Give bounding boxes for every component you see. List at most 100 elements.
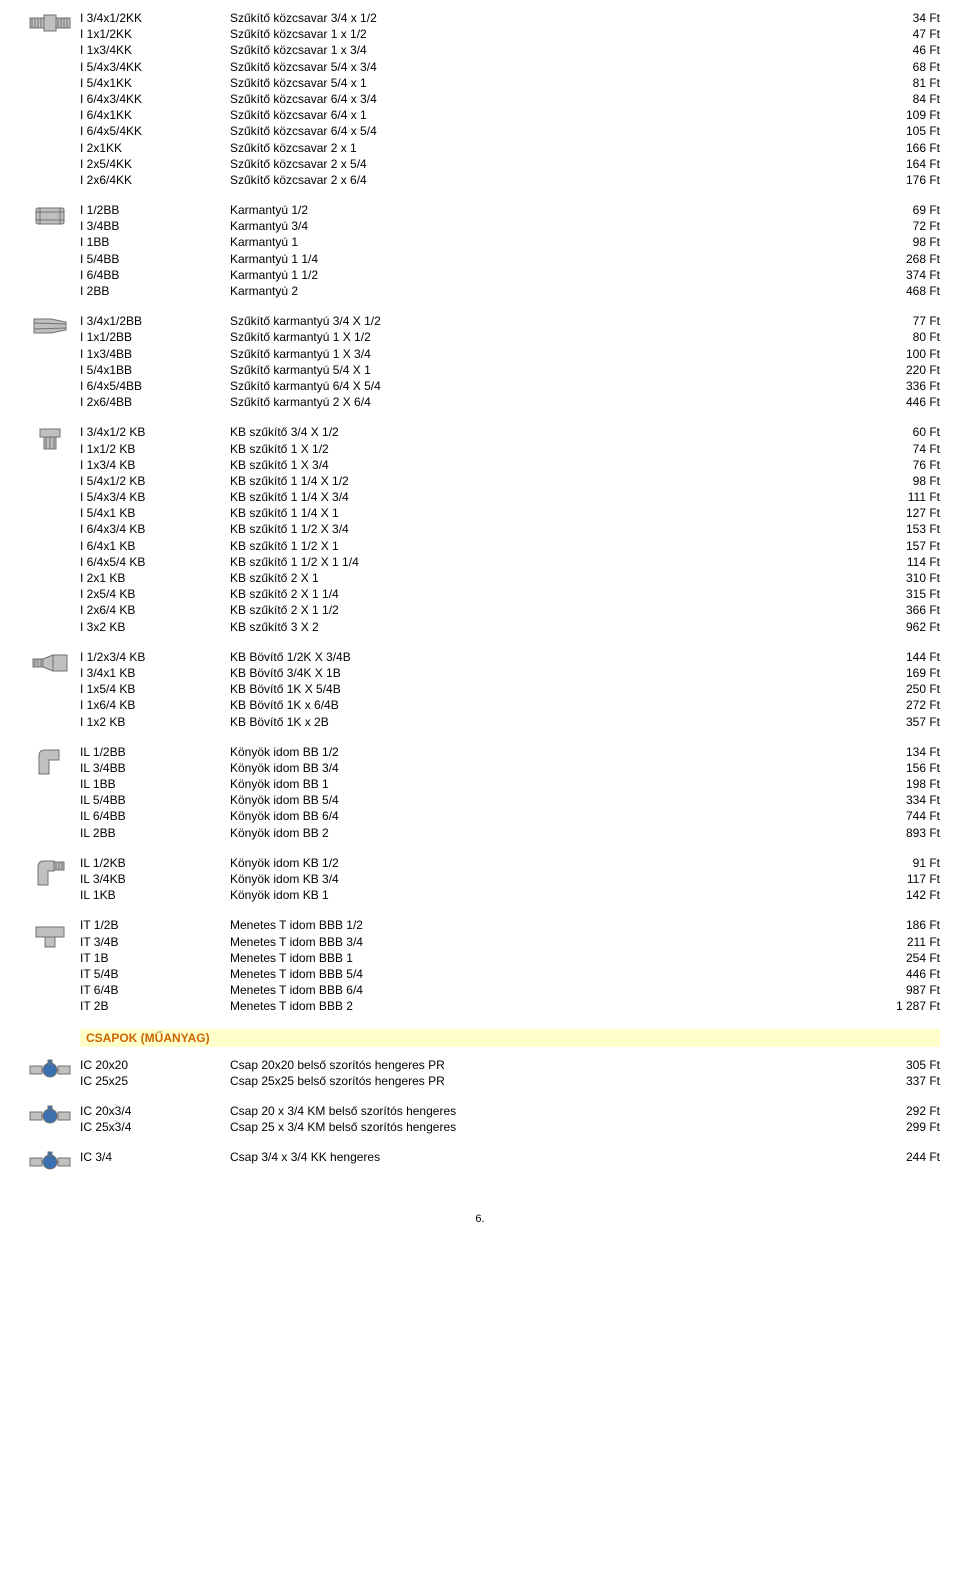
product-description: KB Bövítő 1/2K X 3/4B [230,649,860,665]
product-description: Szűkítő karmantyú 2 X 6/4 [230,394,860,410]
product-price: 446 Ft [860,966,940,982]
product-price: 72 Ft [860,218,940,234]
product-price: 169 Ft [860,665,940,681]
product-code: I 2x1 KB [80,570,230,586]
product-group: IC 20x20Csap 20x20 belső szorítós henger… [20,1057,940,1089]
product-code: I 5/4x3/4KK [80,59,230,75]
product-code: IC 25x25 [80,1073,230,1089]
product-price: 268 Ft [860,251,940,267]
product-code: I 1x1/2KK [80,26,230,42]
table-row: IT 5/4BMenetes T idom BBB 5/4446 Ft [80,966,940,982]
product-group: I 1/2BBKarmantyú 1/269 FtI 3/4BBKarmanty… [20,202,940,299]
group-table: IT 1/2BMenetes T idom BBB 1/2186 FtIT 3/… [80,917,940,1014]
hex-nipple-icon [28,12,72,34]
product-code: IL 1/2BB [80,744,230,760]
product-description: Menetes T idom BBB 3/4 [230,934,860,950]
product-description: Szűkítő karmantyú 5/4 X 1 [230,362,860,378]
product-price: 198 Ft [860,776,940,792]
product-group: I 1/2x3/4 KBKB Bövítő 1/2K X 3/4B144 FtI… [20,649,940,730]
product-price: 105 Ft [860,123,940,139]
table-row: I 2x1KKSzűkítő közcsavar 2 x 1166 Ft [80,140,940,156]
product-description: Karmantyú 1 1/4 [230,251,860,267]
group-icon [20,1103,80,1127]
table-row: I 5/4x1 KBKB szűkítő 1 1/4 X 1127 Ft [80,505,940,521]
table-row: IL 1BBKönyök idom BB 1198 Ft [80,776,940,792]
product-price: 299 Ft [860,1119,940,1135]
table-row: I 6/4BBKarmantyú 1 1/2374 Ft [80,267,940,283]
product-description: Szűkítő karmantyú 1 X 3/4 [230,346,860,362]
product-code: IL 1/2KB [80,855,230,871]
product-price: 74 Ft [860,441,940,457]
product-price: 153 Ft [860,521,940,537]
elbow-kb-icon [34,857,66,887]
product-description: Szűkítő közcsavar 5/4 x 3/4 [230,59,860,75]
product-code: I 6/4x3/4KK [80,91,230,107]
table-row: I 1x1/2KKSzűkítő közcsavar 1 x 1/247 Ft [80,26,940,42]
table-row: IC 25x3/4Csap 25 x 3/4 KM belső szorítós… [80,1119,940,1135]
product-price: 164 Ft [860,156,940,172]
table-row: I 2BBKarmantyú 2468 Ft [80,283,940,299]
group-table: IC 3/4Csap 3/4 x 3/4 KK hengeres244 Ft [80,1149,940,1165]
table-row: IC 20x3/4Csap 20 x 3/4 KM belső szorítós… [80,1103,940,1119]
product-description: KB szűkítő 1 1/4 X 1 [230,505,860,521]
product-code: IL 1KB [80,887,230,903]
product-price: 186 Ft [860,917,940,933]
product-price: 68 Ft [860,59,940,75]
product-price: 744 Ft [860,808,940,824]
product-price: 166 Ft [860,140,940,156]
product-code: I 1x2 KB [80,714,230,730]
group-icon [20,855,80,887]
table-row: IC 20x20Csap 20x20 belső szorítós henger… [80,1057,940,1073]
product-description: KB szűkítő 1 1/2 X 3/4 [230,521,860,537]
product-code: I 1x6/4 KB [80,697,230,713]
product-price: 84 Ft [860,91,940,107]
table-row: I 3/4BBKarmantyú 3/472 Ft [80,218,940,234]
product-description: Karmantyú 1/2 [230,202,860,218]
product-code: I 2x1KK [80,140,230,156]
product-price: 98 Ft [860,234,940,250]
table-row: I 1x2 KBKB Bövítő 1K x 2B357 Ft [80,714,940,730]
product-description: KB Bövítő 1K X 5/4B [230,681,860,697]
group-icon [20,649,80,675]
product-price: 446 Ft [860,394,940,410]
product-code: I 3/4x1 KB [80,665,230,681]
product-description: Csap 20 x 3/4 KM belső szorítós hengeres [230,1103,860,1119]
product-price: 144 Ft [860,649,940,665]
product-description: Szűkítő közcsavar 6/4 x 5/4 [230,123,860,139]
product-description: KB szűkítő 2 X 1 1/4 [230,586,860,602]
product-price: 134 Ft [860,744,940,760]
table-row: I 5/4x3/4KKSzűkítő közcsavar 5/4 x 3/468… [80,59,940,75]
product-price: 244 Ft [860,1149,940,1165]
product-description: Könyök idom BB 3/4 [230,760,860,776]
product-price: 117 Ft [860,871,940,887]
product-code: IC 3/4 [80,1149,230,1165]
table-row: I 1/2BBKarmantyú 1/269 Ft [80,202,940,218]
product-code: I 5/4x1/2 KB [80,473,230,489]
product-description: KB Bövítő 1K x 2B [230,714,860,730]
table-row: I 5/4x1/2 KBKB szűkítő 1 1/4 X 1/298 Ft [80,473,940,489]
product-description: Menetes T idom BBB 5/4 [230,966,860,982]
reducer-socket-icon [31,315,69,337]
table-row: IL 6/4BBKönyök idom BB 6/4744 Ft [80,808,940,824]
product-code: I 1BB [80,234,230,250]
product-price: 157 Ft [860,538,940,554]
table-row: I 6/4x1KKSzűkítő közcsavar 6/4 x 1109 Ft [80,107,940,123]
product-price: 114 Ft [860,554,940,570]
product-price: 893 Ft [860,825,940,841]
product-code: I 3/4x1/2KK [80,10,230,26]
product-description: KB szűkítő 3 X 2 [230,619,860,635]
product-description: Szűkítő közcsavar 1 x 1/2 [230,26,860,42]
product-code: I 2x5/4 KB [80,586,230,602]
product-code: I 2x6/4BB [80,394,230,410]
product-code: I 3/4BB [80,218,230,234]
table-row: I 1x6/4 KBKB Bövítő 1K x 6/4B272 Ft [80,697,940,713]
product-code: IT 1B [80,950,230,966]
product-code: I 2x6/4KK [80,172,230,188]
product-description: Karmantyú 2 [230,283,860,299]
page-number: 6. [20,1213,940,1225]
group-table: I 3/4x1/2KKSzűkítő közcsavar 3/4 x 1/234… [80,10,940,188]
product-code: IL 3/4BB [80,760,230,776]
product-code: IT 6/4B [80,982,230,998]
table-row: IT 1BMenetes T idom BBB 1254 Ft [80,950,940,966]
product-code: IT 3/4B [80,934,230,950]
